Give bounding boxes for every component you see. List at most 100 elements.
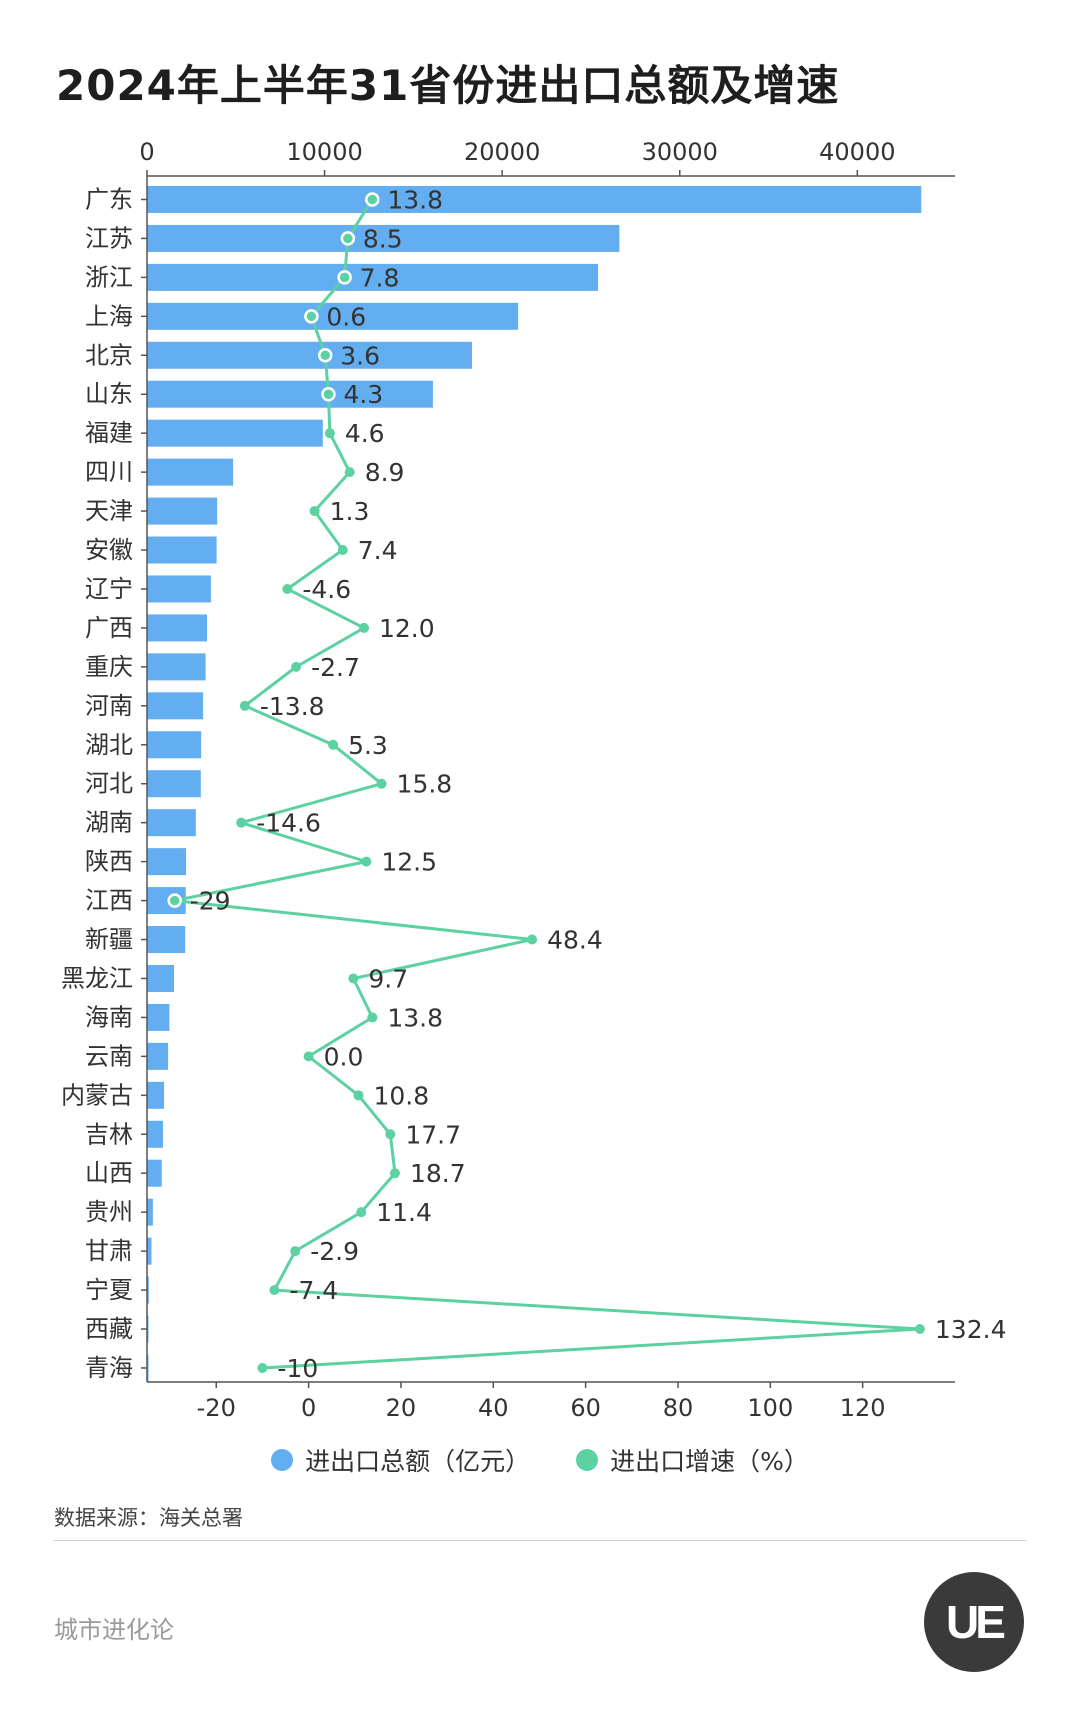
growth-label-上海: 0.6: [326, 302, 366, 331]
category-label-辽宁: 辽宁: [85, 575, 133, 603]
growth-label-湖南: -14.6: [256, 809, 321, 838]
category-label-江西: 江西: [85, 887, 133, 915]
growth-label-吉林: 17.7: [405, 1120, 461, 1149]
category-label-宁夏: 宁夏: [85, 1276, 133, 1304]
growth-label-西藏: 132.4: [935, 1315, 1007, 1344]
chart-title: 2024年上半年31省份进出口总额及增速: [56, 61, 840, 110]
category-label-海南: 海南: [85, 1003, 133, 1031]
growth-point-黑龙江: [348, 973, 359, 984]
growth-label-内蒙古: 10.8: [373, 1081, 429, 1110]
bottom-tick-label: 40: [478, 1394, 509, 1422]
top-tick-label: 20000: [464, 138, 540, 166]
growth-label-河南: -13.8: [260, 692, 325, 721]
brand-name: 城市进化论: [54, 1616, 174, 1644]
bar-江苏: [147, 224, 620, 252]
bar-内蒙古: [147, 1081, 165, 1109]
growth-point-安徽: [337, 545, 348, 556]
growth-line: [173, 198, 922, 1370]
legend-item-total[interactable]: 进出口总额（亿元）: [271, 1442, 530, 1478]
growth-point-山西: [389, 1168, 400, 1179]
bar-安徽: [147, 536, 217, 564]
growth-point-湖南: [236, 817, 247, 828]
bottom-tick-label: 0: [301, 1394, 316, 1422]
axes: 0 10000 20000 30000 40000 -20 0 20 40 60 80 100 120 广…: [61, 138, 955, 1422]
category-label-河南: 河南: [85, 692, 133, 720]
growth-point-浙江: [337, 270, 352, 285]
growth-label-辽宁: -4.6: [302, 575, 351, 604]
category-label-浙江: 浙江: [85, 263, 133, 291]
bar-series: [147, 185, 922, 1382]
growth-label-四川: 8.9: [365, 458, 405, 487]
bar-重庆: [147, 653, 206, 681]
category-label-吉林: 吉林: [85, 1120, 133, 1148]
top-tick-label: 10000: [286, 138, 362, 166]
growth-label-云南: 0.0: [324, 1042, 364, 1071]
growth-point-辽宁: [282, 583, 293, 594]
growth-point-山东: [321, 386, 336, 402]
growth-label-河北: 15.8: [397, 770, 453, 799]
legend-total-label: 进出口总额（亿元）: [305, 1447, 531, 1476]
bar-云南: [147, 1042, 169, 1070]
bar-陕西: [147, 848, 187, 876]
bar-浙江: [147, 263, 599, 291]
bar-贵州: [147, 1198, 153, 1226]
growth-point-北京: [317, 348, 333, 363]
bottom-tick-label: 120: [840, 1394, 886, 1422]
growth-label-山东: 4.3: [343, 380, 383, 409]
growth-point-陕西: [361, 856, 372, 867]
growth-point-甘肃: [290, 1246, 301, 1257]
bar-宁夏: [147, 1276, 149, 1304]
category-label-河北: 河北: [85, 770, 133, 798]
category-label-福建: 福建: [85, 419, 133, 447]
growth-label-山西: 18.7: [410, 1159, 466, 1188]
category-label-重庆: 重庆: [85, 653, 133, 681]
growth-point-新疆: [527, 934, 538, 945]
growth-point-上海: [304, 309, 319, 324]
growth-label-天津: 1.3: [330, 497, 370, 526]
growth-point-内蒙古: [353, 1090, 364, 1101]
footer-divider: [54, 1540, 1026, 1541]
category-label-江苏: 江苏: [85, 224, 133, 252]
bar-上海: [147, 302, 519, 330]
bar-甘肃: [147, 1237, 152, 1265]
category-label-内蒙古: 内蒙古: [61, 1081, 133, 1109]
category-label-广西: 广西: [85, 614, 133, 642]
legend-item-growth[interactable]: 进出口增速（%）: [576, 1442, 809, 1478]
growth-point-四川: [344, 467, 355, 478]
bottom-tick-label: 60: [570, 1394, 601, 1422]
growth-point-云南: [303, 1051, 314, 1062]
bottom-tick-label: 100: [747, 1394, 793, 1422]
category-label-甘肃: 甘肃: [85, 1237, 133, 1265]
category-label-天津: 天津: [85, 497, 133, 525]
growth-point-青海: [257, 1362, 268, 1373]
bottom-tick-label: 80: [663, 1394, 694, 1422]
growth-point-河北: [376, 778, 387, 789]
top-tick-label: 30000: [642, 138, 718, 166]
legend: 进出口总额（亿元） 进出口增速（%）: [0, 1442, 1080, 1478]
category-label-湖南: 湖南: [85, 809, 133, 837]
growth-point-重庆: [291, 661, 302, 672]
bar-四川: [147, 458, 234, 486]
bottom-tick-label: -20: [197, 1394, 236, 1422]
bar-湖北: [147, 731, 202, 759]
category-label-北京: 北京: [85, 341, 133, 369]
growth-label-重庆: -2.7: [311, 653, 360, 682]
growth-point-江西: [167, 893, 182, 908]
logo-letters: UE: [946, 1596, 1006, 1648]
category-label-青海: 青海: [85, 1354, 133, 1382]
growth-point-西藏: [914, 1324, 925, 1335]
category-label-云南: 云南: [85, 1042, 133, 1070]
top-tick-label: 0: [139, 138, 154, 166]
growth-label-贵州: 11.4: [376, 1198, 432, 1227]
growth-label-北京: 3.6: [340, 341, 380, 370]
bar-山东: [147, 380, 433, 408]
category-label-上海: 上海: [85, 302, 133, 330]
bar-新疆: [147, 926, 186, 954]
bar-北京: [147, 341, 472, 369]
category-label-湖北: 湖北: [85, 731, 133, 759]
bar-福建: [147, 419, 323, 447]
growth-point-海南: [367, 1012, 378, 1023]
bar-天津: [147, 497, 218, 525]
category-label-山西: 山西: [85, 1159, 133, 1187]
combo-chart: 0 10000 20000 30000 40000 -20 0 20 40 60 80 100 120 广…: [61, 138, 1007, 1422]
